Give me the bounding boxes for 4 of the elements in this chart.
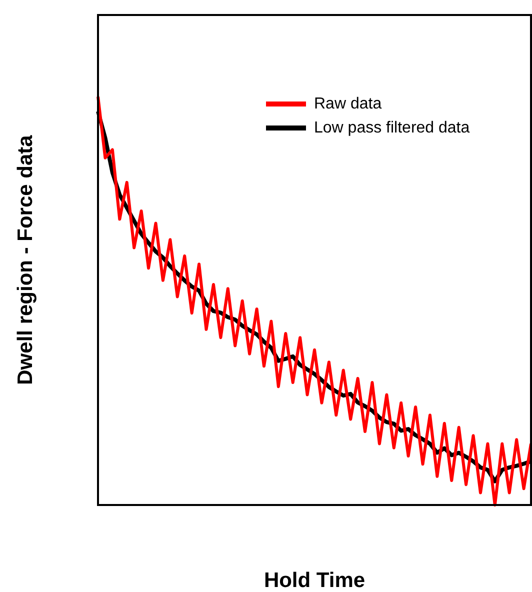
legend-label: Low pass filtered data [314, 119, 470, 136]
legend-label: Raw data [314, 95, 382, 112]
y-axis-title: Dwell region - Force data [14, 134, 37, 385]
x-axis-title: Hold Time [264, 568, 366, 592]
